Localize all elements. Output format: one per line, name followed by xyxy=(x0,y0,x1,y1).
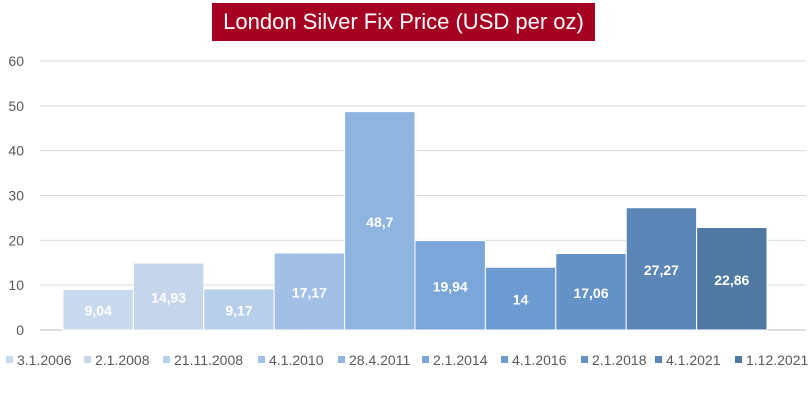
legend-label: 2.1.2018 xyxy=(592,352,647,368)
legend-label: 2.1.2014 xyxy=(433,352,488,368)
bars xyxy=(62,111,768,331)
data-label: 48,7 xyxy=(366,214,393,230)
y-tick-label: 0 xyxy=(16,322,24,338)
legend-item: 2.1.2014 xyxy=(422,352,488,368)
legend-item: 2.1.2008 xyxy=(84,352,150,368)
legend-item: 21.11.2008 xyxy=(163,352,243,368)
legend-item: 4.1.2016 xyxy=(501,352,567,368)
legend-swatch xyxy=(84,356,91,363)
data-label: 19,94 xyxy=(433,278,468,294)
legend-item: 1.12.2021 xyxy=(735,352,808,368)
data-label: 14,93 xyxy=(151,290,186,306)
data-label: 17,06 xyxy=(573,285,608,301)
y-tick-label: 10 xyxy=(8,277,24,293)
legend: 3.1.2006 2.1.2008 21.11.2008 4.1.2010 28.4.2… xyxy=(6,352,808,368)
legend-label: 28.4.2011 xyxy=(349,352,410,368)
bar xyxy=(484,266,557,331)
legend-item: 3.1.2006 xyxy=(6,352,72,368)
legend-swatch xyxy=(581,356,588,363)
chart-title: London Silver Fix Price (USD per oz) xyxy=(212,3,595,41)
legend-swatch xyxy=(163,356,170,363)
bar xyxy=(203,288,275,331)
bar xyxy=(273,252,346,331)
legend-swatch xyxy=(501,356,508,363)
legend-label: 2.1.2008 xyxy=(95,352,150,368)
legend-swatch xyxy=(6,356,13,363)
bar xyxy=(132,262,205,331)
legend-item: 4.1.2010 xyxy=(258,352,324,368)
legend-label: 4.1.2021 xyxy=(666,352,721,368)
legend-item: 4.1.2021 xyxy=(655,352,721,368)
y-axis: 0 10 20 30 40 50 60 xyxy=(8,53,24,338)
bar xyxy=(414,240,486,331)
data-labels: 9,04 14,93 9,17 17,17 48,7 19,94 14 17,06 27,27 2… xyxy=(85,214,750,319)
legend-swatch xyxy=(258,356,265,363)
legend-label: 4.1.2010 xyxy=(269,352,324,368)
data-label: 22,86 xyxy=(714,272,749,288)
legend-label: 3.1.2006 xyxy=(17,352,72,368)
y-tick-label: 40 xyxy=(8,143,24,159)
legend-label: 4.1.2016 xyxy=(512,352,567,368)
legend-swatch xyxy=(735,356,742,363)
legend-item: 28.4.2011 xyxy=(338,352,410,368)
legend-swatch xyxy=(338,356,345,363)
legend-label: 1.12.2021 xyxy=(746,352,808,368)
data-label: 14 xyxy=(513,292,529,308)
legend-swatch xyxy=(422,356,429,363)
y-tick-label: 30 xyxy=(8,188,24,204)
y-tick-label: 50 xyxy=(8,98,24,114)
data-label: 9,17 xyxy=(225,302,252,318)
legend-swatch xyxy=(655,356,662,363)
bar xyxy=(625,207,698,331)
data-label: 27,27 xyxy=(644,262,679,278)
y-tick-label: 20 xyxy=(8,232,24,248)
data-label: 9,04 xyxy=(85,303,112,319)
legend-item: 2.1.2018 xyxy=(581,352,647,368)
legend-label: 21.11.2008 xyxy=(174,352,243,368)
bar xyxy=(344,111,416,331)
data-label: 17,17 xyxy=(292,285,327,301)
y-tick-label: 60 xyxy=(8,53,24,69)
bar xyxy=(696,227,768,331)
